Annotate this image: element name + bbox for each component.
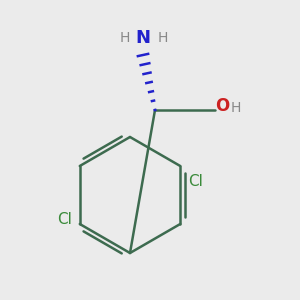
Text: Cl: Cl (57, 212, 72, 226)
Text: H: H (120, 31, 130, 45)
Text: H: H (231, 101, 242, 115)
Text: Cl: Cl (188, 174, 203, 189)
Text: O: O (215, 97, 229, 115)
Text: N: N (136, 29, 151, 47)
Text: H: H (158, 31, 168, 45)
